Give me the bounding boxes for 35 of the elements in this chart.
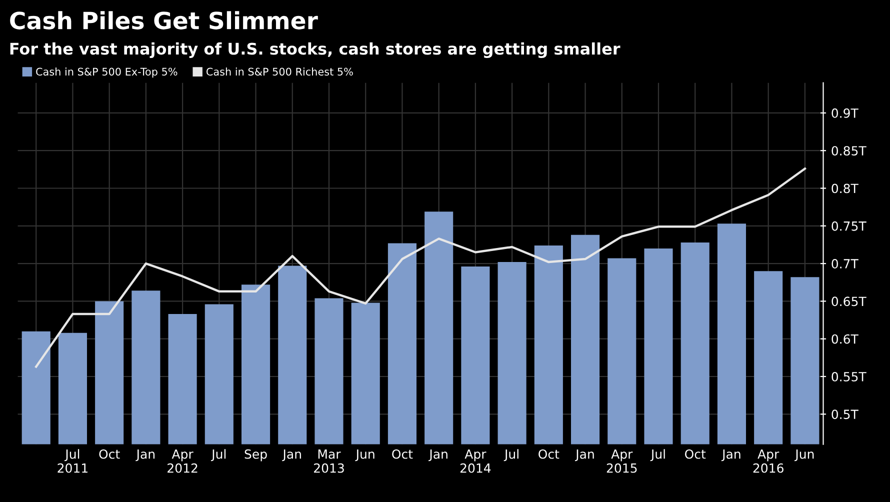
x-tick-label: Jul [210, 449, 226, 462]
x-tick-label: Jul 2011 [58, 449, 88, 473]
x-tick-label: Jun [794, 450, 814, 462]
y-tick-label: 0.5T [832, 410, 858, 420]
legend-label: Cash in S&P 500 Ex-Top 5% [36, 68, 178, 78]
x-tick-label: Oct [392, 449, 413, 459]
y-tick-label: 0.65T [832, 296, 866, 306]
x-tick-label: Oct [99, 449, 120, 459]
line-series [34, 168, 806, 368]
legend-label: Cash in S&P 500 Richest 5% [206, 68, 353, 76]
y-tick-label: 0.55T [832, 372, 866, 382]
x-tick-label: Jan [428, 450, 448, 462]
x-tick-label: Jun [355, 450, 374, 462]
y-tick-label: 0.75T [832, 221, 866, 231]
x-tick-label: Oct [538, 449, 560, 459]
x-tick-label: Oct [685, 449, 706, 459]
y-tick-label: 0.9T [832, 108, 858, 118]
y-tick-label: 0.85T [832, 146, 866, 156]
y-tick-label: 0.6T [832, 334, 858, 344]
x-tick-label: Apr 2016 [753, 450, 784, 473]
x-tick-label: Mar 2013 [314, 450, 344, 473]
y-tick-label: 0.7T [832, 259, 858, 268]
x-tick-label: Sep [244, 449, 267, 462]
x-tick-label: Apr 2015 [606, 450, 637, 473]
x-tick-label: Apr 2012 [168, 450, 198, 473]
x-tick-label: Jan [136, 450, 155, 462]
y-tick-label: 0.8T [832, 184, 858, 194]
x-tick-label: Apr 2014 [460, 450, 491, 473]
x-tick-label: Jan [721, 450, 740, 462]
chart-subtitle: For the vast majority of U.S. stocks, cash stores are getting smaller [10, 42, 620, 58]
x-tick-label: Jan [574, 450, 594, 462]
chart-title: Cash Piles Get Slimmer [10, 11, 318, 30]
x-tick-label: Jan [282, 450, 301, 462]
x-tick-label: Jul [650, 449, 665, 462]
x-tick-label: Jul [504, 449, 518, 462]
